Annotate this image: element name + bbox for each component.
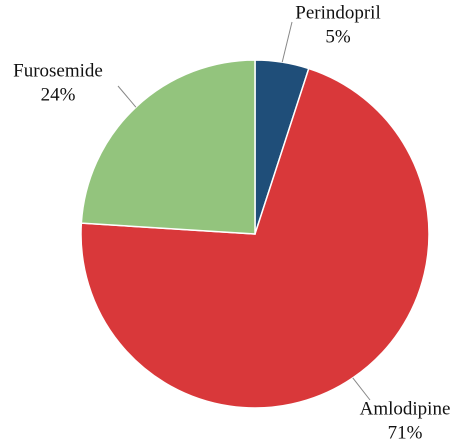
leader-line — [281, 21, 293, 63]
slice-value: 71% — [388, 422, 423, 443]
pie-slice — [80, 67, 430, 409]
slice-value: 5% — [325, 26, 351, 47]
leader-line — [352, 377, 371, 401]
leader-line — [117, 85, 137, 108]
slice-label: Furosemide — [13, 60, 103, 81]
slice-label: Perindopril — [295, 2, 381, 23]
slice-value: 24% — [41, 84, 76, 105]
pie-slice — [80, 59, 256, 235]
slice-label: Amlodipine — [360, 398, 451, 419]
